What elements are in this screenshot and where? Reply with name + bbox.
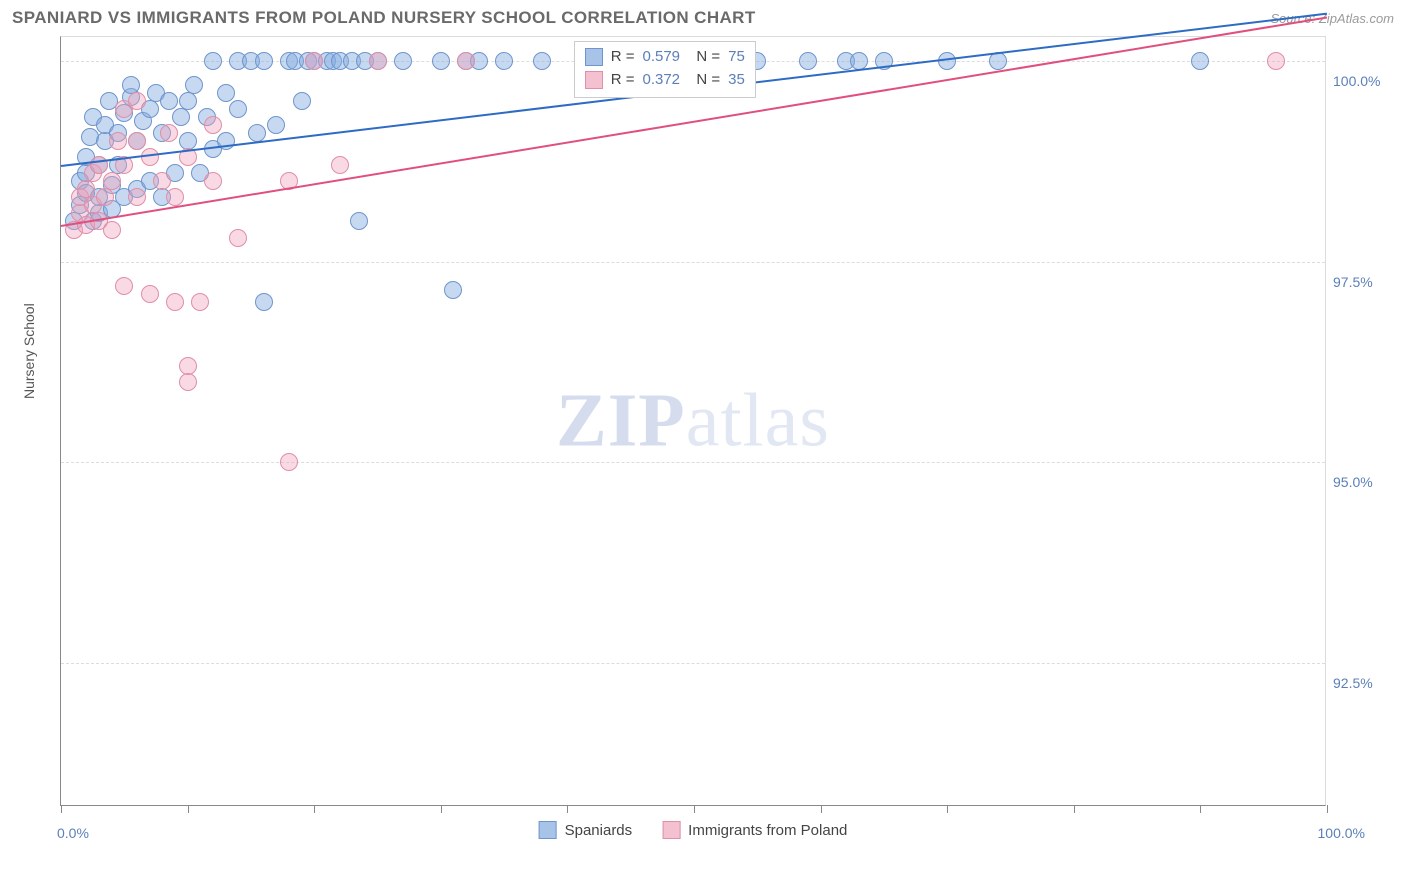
data-point	[229, 100, 247, 118]
stats-n-value: 35	[728, 69, 745, 92]
data-point	[280, 453, 298, 471]
data-point	[185, 76, 203, 94]
x-axis-label-max: 100.0%	[1318, 825, 1365, 841]
data-point	[799, 52, 817, 70]
x-tick	[694, 805, 695, 813]
data-point	[153, 172, 171, 190]
stats-r-label: R =	[611, 69, 635, 92]
legend-swatch	[585, 48, 603, 66]
legend-swatch	[585, 71, 603, 89]
stats-r-value: 0.372	[642, 69, 680, 92]
watermark: ZIPatlas	[556, 378, 830, 465]
stats-n-label: N =	[688, 46, 720, 69]
stats-box: R = 0.579 N = 75R = 0.372 N = 35	[574, 41, 756, 98]
data-point	[267, 116, 285, 134]
data-point	[191, 293, 209, 311]
data-point	[160, 92, 178, 110]
data-point	[166, 293, 184, 311]
stats-n-value: 75	[728, 46, 745, 69]
data-point	[444, 281, 462, 299]
data-point	[533, 52, 551, 70]
data-point	[204, 172, 222, 190]
stats-row: R = 0.372 N = 35	[585, 69, 745, 92]
data-point	[204, 52, 222, 70]
x-axis-label-min: 0.0%	[57, 825, 89, 841]
data-point	[109, 132, 127, 150]
stats-row: R = 0.579 N = 75	[585, 46, 745, 69]
legend-swatch	[662, 821, 680, 839]
x-tick	[61, 805, 62, 813]
x-tick	[188, 805, 189, 813]
data-point	[1191, 52, 1209, 70]
y-tick-label: 100.0%	[1333, 73, 1380, 89]
x-tick	[441, 805, 442, 813]
gridline	[61, 262, 1325, 263]
data-point	[160, 124, 178, 142]
data-point	[350, 212, 368, 230]
data-point	[394, 52, 412, 70]
x-tick	[947, 805, 948, 813]
x-tick	[567, 805, 568, 813]
data-point	[128, 188, 146, 206]
data-point	[293, 92, 311, 110]
legend-item: Immigrants from Poland	[662, 821, 847, 839]
gridline	[61, 462, 1325, 463]
data-point	[432, 52, 450, 70]
data-point	[369, 52, 387, 70]
data-point	[128, 92, 146, 110]
chart-title: SPANIARD VS IMMIGRANTS FROM POLAND NURSE…	[12, 8, 756, 28]
data-point	[204, 116, 222, 134]
data-point	[96, 188, 114, 206]
data-point	[103, 172, 121, 190]
x-tick	[1074, 805, 1075, 813]
data-point	[141, 285, 159, 303]
legend-item: Spaniards	[539, 821, 633, 839]
stats-r-value: 0.579	[642, 46, 680, 69]
gridline	[61, 663, 1325, 664]
y-axis-title: Nursery School	[21, 303, 37, 399]
data-point	[166, 188, 184, 206]
y-tick-label: 95.0%	[1333, 474, 1373, 490]
data-point	[305, 52, 323, 70]
y-tick-label: 97.5%	[1333, 274, 1373, 290]
watermark-rest: atlas	[686, 379, 830, 463]
data-point	[172, 108, 190, 126]
chart-container: Nursery School ZIPatlas 0.0% 100.0% Span…	[12, 36, 1392, 866]
data-point	[141, 148, 159, 166]
data-point	[255, 52, 273, 70]
x-tick	[314, 805, 315, 813]
data-point	[457, 52, 475, 70]
y-tick-label: 92.5%	[1333, 675, 1373, 691]
data-point	[115, 277, 133, 295]
data-point	[229, 229, 247, 247]
watermark-bold: ZIP	[556, 379, 686, 463]
data-point	[179, 373, 197, 391]
bottom-legend: Spaniards Immigrants from Poland	[539, 821, 848, 839]
legend-label: Immigrants from Poland	[688, 822, 847, 839]
data-point	[1267, 52, 1285, 70]
data-point	[495, 52, 513, 70]
data-point	[103, 221, 121, 239]
x-tick	[1327, 805, 1328, 813]
plot-area: Nursery School ZIPatlas 0.0% 100.0% Span…	[60, 36, 1326, 806]
data-point	[128, 132, 146, 150]
data-point	[179, 357, 197, 375]
data-point	[331, 156, 349, 174]
legend-label: Spaniards	[565, 822, 633, 839]
data-point	[179, 92, 197, 110]
data-point	[255, 293, 273, 311]
stats-n-label: N =	[688, 69, 720, 92]
legend-swatch	[539, 821, 557, 839]
x-tick	[1200, 805, 1201, 813]
stats-r-label: R =	[611, 46, 635, 69]
x-tick	[821, 805, 822, 813]
data-point	[217, 84, 235, 102]
